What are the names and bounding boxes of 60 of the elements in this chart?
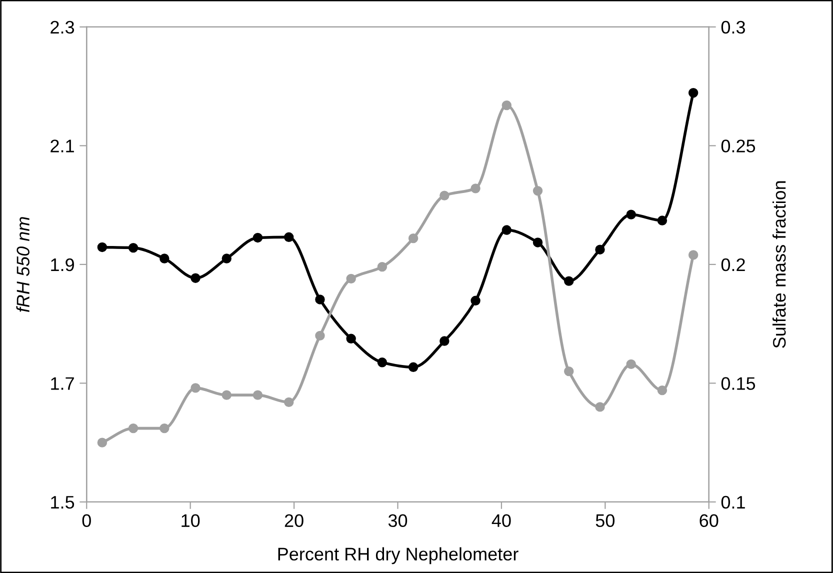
point <box>470 296 480 306</box>
point <box>532 238 543 248</box>
point <box>440 190 450 200</box>
point <box>440 336 450 346</box>
point <box>252 232 263 243</box>
point <box>626 210 636 220</box>
point <box>595 402 605 412</box>
point <box>160 254 170 264</box>
point <box>377 358 388 368</box>
point <box>657 216 668 226</box>
y2-tick-label: 0.15 <box>721 377 756 390</box>
point <box>532 186 543 196</box>
x-tick-label: 20 <box>284 514 304 528</box>
point <box>97 242 108 252</box>
point <box>408 233 418 244</box>
y2-axis-title: Sulfate mass fraction <box>772 181 786 348</box>
y-tick-label: 2.3 <box>50 20 74 34</box>
y-tick-label: 1.7 <box>51 377 74 390</box>
point <box>128 423 138 434</box>
point <box>502 225 512 235</box>
point <box>284 232 294 242</box>
y-tick-label: 2.1 <box>50 140 74 152</box>
point <box>315 294 325 304</box>
x-axis-title: Percent RH dry Nephelometer <box>278 547 518 564</box>
point <box>252 390 263 400</box>
point <box>128 242 138 253</box>
x-tick-label: 0 <box>82 514 91 528</box>
point <box>626 359 636 370</box>
point <box>470 184 480 194</box>
point <box>595 244 605 254</box>
point <box>502 100 512 110</box>
y2-tick-label: 0.2 <box>721 258 745 272</box>
point <box>688 88 698 98</box>
point <box>190 273 200 283</box>
x-tick-label: 40 <box>492 514 511 528</box>
point <box>160 423 170 434</box>
point <box>222 254 232 264</box>
y-tick-label: 1.9 <box>51 258 74 272</box>
point <box>97 438 108 448</box>
x-tick-label: 50 <box>596 514 615 528</box>
y-axis-title: fRH 550 nm <box>16 217 30 312</box>
point <box>657 385 668 396</box>
point <box>346 274 356 284</box>
point <box>190 383 200 393</box>
y2-tick-label: 0.1 <box>721 496 745 509</box>
y-tick-label: 1.5 <box>51 496 74 509</box>
point <box>284 397 294 408</box>
x-tick-label: 60 <box>700 514 718 528</box>
point <box>222 390 232 400</box>
y2-tick-label: 0.25 <box>721 140 756 152</box>
point <box>377 262 388 272</box>
point <box>346 334 356 344</box>
point <box>408 362 418 372</box>
point <box>688 250 698 260</box>
x-tick-label: 10 <box>182 514 200 528</box>
point <box>315 330 325 341</box>
point <box>564 276 574 286</box>
y2-tick-label: 0.3 <box>721 20 745 34</box>
x-tick-label: 30 <box>388 514 408 528</box>
point <box>564 366 574 376</box>
